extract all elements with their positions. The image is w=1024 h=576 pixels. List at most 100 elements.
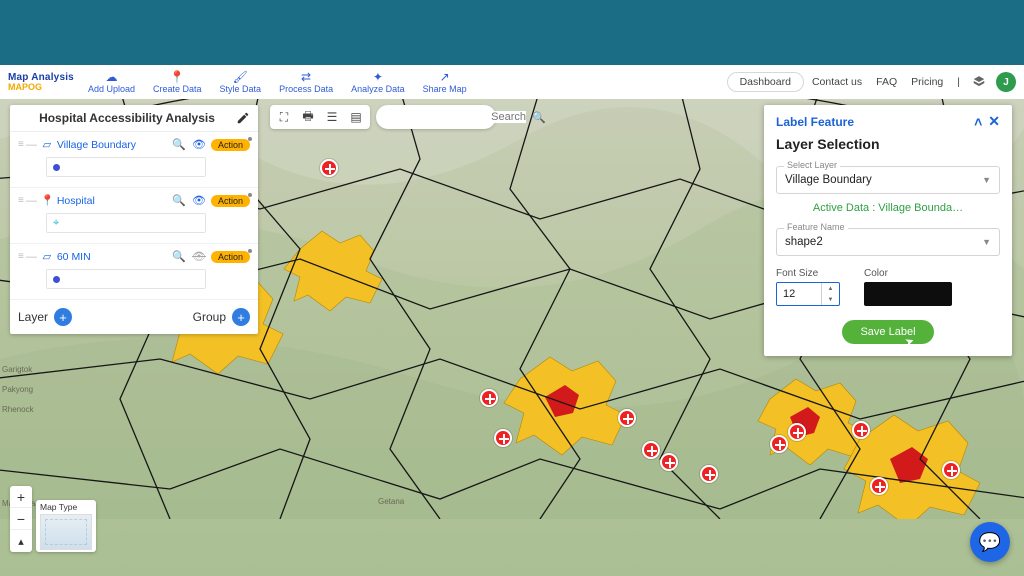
hospital-marker[interactable] xyxy=(660,453,678,471)
font-size-input[interactable] xyxy=(777,283,821,305)
faq-link[interactable]: FAQ xyxy=(876,76,897,88)
map-stage: GarigtokPakyongRhenockMal BazaarGetana H… xyxy=(0,99,1024,576)
zoom-to-layer-icon[interactable]: 🔍 xyxy=(172,194,186,207)
toolbar-style-data[interactable]: 🖌Style Data xyxy=(212,70,270,94)
footer-layer-label: Layer xyxy=(18,310,48,324)
town-label: Getana xyxy=(378,497,404,506)
zoom-control: + − ▴ xyxy=(10,486,32,552)
pricing-link[interactable]: Pricing xyxy=(911,76,943,88)
town-label: Rhenock xyxy=(2,405,34,414)
hospital-marker[interactable] xyxy=(618,409,636,427)
reset-north-button[interactable]: ▴ xyxy=(10,530,32,552)
layer-name[interactable]: 60 MIN xyxy=(57,251,167,263)
toolbar-process-data[interactable]: ⇄Process Data xyxy=(271,70,341,94)
hospital-marker[interactable] xyxy=(642,441,660,459)
hospital-marker[interactable] xyxy=(852,421,870,439)
main-toolbar: Map Analysis MAPOG ☁Add Upload📍Create Da… xyxy=(0,65,1024,99)
chat-fab[interactable]: 💬 xyxy=(970,522,1010,562)
edit-title-icon[interactable] xyxy=(236,111,250,125)
layer-type-icon: ▱ xyxy=(41,138,53,151)
layers-panel-header: Hospital Accessibility Analysis xyxy=(10,105,258,132)
layer-village-boundary: ≡ — ▱ Village Boundary 🔍 👁 Action xyxy=(10,132,258,188)
zoom-out-button[interactable]: − xyxy=(10,508,32,530)
dash-icon: — xyxy=(26,195,37,207)
maptype-switcher[interactable]: Map Type xyxy=(36,500,96,552)
hospital-marker[interactable] xyxy=(770,435,788,453)
hospital-marker[interactable] xyxy=(700,465,718,483)
toolbar-add-upload[interactable]: ☁Add Upload xyxy=(80,70,143,94)
feature-name-value: shape2 xyxy=(785,236,823,248)
layer-action-button[interactable]: Action xyxy=(211,139,250,151)
maptype-thumbnail xyxy=(40,514,92,550)
add-group-button[interactable]: + xyxy=(232,308,250,326)
map-tool-0[interactable]: ⛶ xyxy=(276,110,292,125)
town-label: Pakyong xyxy=(2,385,33,394)
layer-hospital: ≡—📍Hospital🔍👁Action⌖ xyxy=(10,188,258,244)
map-tools-chip: ⛶ 🖶 ☰ ▤ xyxy=(270,105,370,129)
hospital-marker[interactable] xyxy=(942,461,960,479)
layer-action-button[interactable]: Action xyxy=(211,195,250,207)
layer-name[interactable]: Village Boundary xyxy=(57,139,167,151)
map-tool-1[interactable]: 🖶 xyxy=(300,107,316,128)
layer-legend: ⌖ xyxy=(46,213,206,233)
font-size-stepper[interactable]: ▲ ▼ xyxy=(776,282,840,306)
color-label: Color xyxy=(864,268,952,279)
footer-group-label: Group xyxy=(193,310,226,324)
toolbar-create-data[interactable]: 📍Create Data xyxy=(145,70,210,94)
hospital-marker[interactable] xyxy=(870,477,888,495)
layer-legend xyxy=(46,269,206,289)
color-swatch[interactable] xyxy=(864,282,952,306)
panel-title: Label Feature xyxy=(776,115,968,129)
select-layer-dropdown[interactable]: Village Boundary ▼ xyxy=(776,166,1000,194)
toggle-visibility-icon[interactable]: 👁 xyxy=(192,250,206,263)
save-label-button[interactable]: Save Label ➤ xyxy=(842,320,934,344)
layers-panel-title: Hospital Accessibility Analysis xyxy=(18,111,236,125)
feature-name-dropdown[interactable]: shape2 ▼ xyxy=(776,228,1000,256)
maptype-label: Map Type xyxy=(40,502,92,512)
dash-icon: — xyxy=(26,139,37,151)
zoom-in-button[interactable]: + xyxy=(10,486,32,508)
add-layer-button[interactable]: + xyxy=(54,308,72,326)
user-avatar[interactable]: J xyxy=(996,72,1016,92)
brand-line2: MAPOG xyxy=(8,83,74,92)
layer-type-icon: ▱ xyxy=(41,250,53,263)
panel-heading: Layer Selection xyxy=(776,136,1000,152)
font-size-up[interactable]: ▲ xyxy=(822,283,839,294)
hospital-marker[interactable] xyxy=(494,429,512,447)
search-box[interactable]: 🔍 xyxy=(376,105,496,129)
zoom-to-layer-icon[interactable]: 🔍 xyxy=(172,250,186,263)
layer-action-button[interactable]: Action xyxy=(211,251,250,263)
toolbar-share-map[interactable]: ↗Share Map xyxy=(415,70,475,94)
layers-panel: Hospital Accessibility Analysis ≡ — ▱ Villa… xyxy=(10,105,258,334)
separator: | xyxy=(957,76,960,88)
font-size-down[interactable]: ▼ xyxy=(822,294,839,305)
hospital-marker[interactable] xyxy=(480,389,498,407)
map-tool-3[interactable]: ▤ xyxy=(348,110,364,124)
drag-handle-icon[interactable]: ≡ xyxy=(18,251,22,262)
search-input[interactable] xyxy=(384,111,526,123)
chevron-down-icon: ▼ xyxy=(982,175,991,185)
search-icon[interactable]: 🔍 xyxy=(532,111,546,124)
apps-icon[interactable] xyxy=(972,75,986,89)
toolbar-analyze-data[interactable]: ✦Analyze Data xyxy=(343,70,413,94)
brand-logo[interactable]: Map Analysis MAPOG xyxy=(8,73,74,92)
close-panel-icon[interactable]: ✕ xyxy=(988,113,1000,130)
contact-link[interactable]: Contact us xyxy=(812,76,862,88)
feature-name-label: Feature Name xyxy=(784,222,848,232)
toggle-visibility-icon[interactable]: 👁 xyxy=(192,138,206,151)
collapse-panel-icon[interactable]: ˄ xyxy=(974,114,982,130)
toggle-visibility-icon[interactable]: 👁 xyxy=(192,194,206,207)
chevron-down-icon: ▼ xyxy=(982,237,991,247)
select-layer-value: Village Boundary xyxy=(785,174,872,186)
app-frame: Map Analysis MAPOG ☁Add Upload📍Create Da… xyxy=(0,0,1024,576)
dashboard-button[interactable]: Dashboard xyxy=(727,72,804,92)
map-tools-strip: ⛶ 🖶 ☰ ▤ 🔍 xyxy=(270,105,496,129)
layer-name[interactable]: Hospital xyxy=(57,195,167,207)
drag-handle-icon[interactable]: ≡ xyxy=(18,195,22,206)
map-tool-2[interactable]: ☰ xyxy=(324,110,340,124)
hospital-marker[interactable] xyxy=(788,423,806,441)
drag-handle-icon[interactable]: ≡ xyxy=(18,139,22,150)
zoom-to-layer-icon[interactable]: 🔍 xyxy=(172,138,186,151)
layer-legend xyxy=(46,157,206,177)
hospital-marker[interactable] xyxy=(320,159,338,177)
